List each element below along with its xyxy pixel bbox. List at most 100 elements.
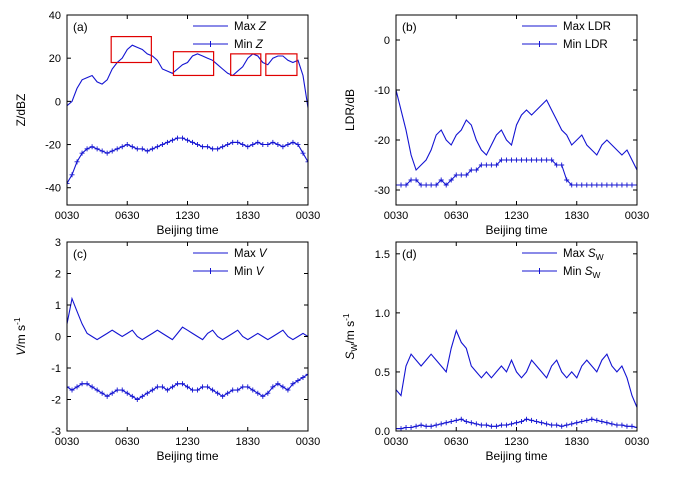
y-tick-label: 20 [49, 53, 61, 65]
panel-d: 0.0 0.5 1.0 1.5 0030 0630 1230 1830 0030 Beijing … [341, 241, 649, 463]
panel-a: -40 -20 0 20 40 0030 0630 1230 1830 0030 Beijing t… [14, 10, 320, 237]
x-tick-label: 1230 [504, 436, 528, 448]
series-marker-2 [609, 182, 615, 188]
series-marker-2 [84, 381, 90, 387]
series-marker-2 [69, 387, 75, 393]
legend-label-2: Min LDR [563, 39, 608, 51]
series-marker-2 [524, 157, 530, 163]
series-marker-2 [104, 150, 110, 156]
series-line-2 [396, 159, 637, 186]
legend-label-text: Min [234, 266, 256, 278]
legend-label-symbol: Z [258, 21, 267, 33]
series-marker-2 [423, 423, 429, 429]
y-tick-label: 0.5 [375, 367, 390, 379]
series-marker-2 [529, 417, 535, 423]
series-marker-2 [403, 182, 409, 188]
series-marker-2 [275, 142, 281, 148]
series-marker-2 [579, 182, 585, 188]
y-axis-label-superscript: -1 [12, 317, 22, 325]
legend-label-1: Max SW [563, 248, 604, 262]
x-axis-label: Beijing time [156, 449, 218, 463]
series-marker-2 [463, 419, 469, 425]
series-marker-2 [519, 157, 525, 163]
plot-data-layer [67, 44, 308, 186]
series-marker-2 [478, 422, 484, 428]
plot-frame [395, 241, 638, 432]
series-marker-2 [614, 182, 620, 188]
series-marker-2 [443, 182, 449, 188]
series-marker-2 [295, 378, 301, 384]
series-marker-2 [483, 422, 489, 428]
y-tick-label: 40 [49, 10, 61, 22]
series-marker-2 [488, 162, 494, 168]
x-tick-label: 0030 [55, 436, 79, 448]
x-tick-label: 0030 [296, 436, 320, 448]
series-marker-2 [539, 157, 545, 163]
series-marker-2 [438, 177, 444, 183]
series-line-1 [396, 89, 637, 172]
highlight-box-3 [230, 53, 262, 77]
legend-label-symbol: V [256, 266, 265, 278]
series-marker-2 [154, 384, 160, 390]
series-marker-2 [205, 144, 211, 150]
series-marker-2 [179, 135, 185, 141]
x-tick-label: 1830 [236, 210, 260, 222]
series-marker-2 [74, 384, 80, 390]
y-axis-label-symbol: S [343, 352, 357, 360]
series-marker-2 [529, 157, 535, 163]
series-marker-2 [250, 387, 256, 393]
panel-tag: (b) [402, 20, 417, 34]
series-marker-2 [629, 423, 635, 429]
panel-c: -3 -2 -1 0 1 2 3 0030 0630 1230 1830 0030 Beijing ti… [12, 237, 320, 463]
series-marker-2 [79, 381, 85, 387]
series-marker-2 [604, 182, 610, 188]
series-marker-2 [619, 422, 625, 428]
series-line-2 [67, 137, 308, 184]
series-marker-2 [265, 390, 271, 396]
series-marker-2 [144, 390, 150, 396]
y-tick-label: -1 [51, 363, 61, 375]
highlight-box-1 [110, 35, 152, 64]
panel-tag: (c) [73, 247, 87, 261]
series-marker-2 [190, 387, 196, 393]
series-marker-2 [225, 142, 231, 148]
series-marker-2 [79, 150, 85, 156]
series-marker-2 [519, 419, 525, 425]
series-marker-2 [478, 162, 484, 168]
series-marker-2 [624, 182, 630, 188]
legend-label-1: Max LDR [563, 21, 611, 33]
y-axis-label-subscript: W [349, 344, 359, 352]
series-marker-2 [260, 142, 266, 148]
series-marker-2 [124, 390, 130, 396]
x-tick-label: 0030 [625, 210, 649, 222]
series-marker-2 [235, 387, 241, 393]
legend-marker-2 [536, 268, 543, 274]
series-marker-2 [245, 384, 251, 390]
highlight-box-2 [172, 51, 215, 77]
series-marker-2 [174, 135, 180, 141]
y-tick-label: -30 [374, 185, 390, 197]
series-marker-2 [154, 144, 160, 150]
x-tick-label: 1230 [504, 210, 528, 222]
y-axis-label-superscript: -1 [341, 313, 351, 321]
series-marker-2 [524, 416, 530, 422]
x-tick-label: 0030 [384, 210, 408, 222]
x-tick-label: 1830 [236, 436, 260, 448]
series-marker-2 [599, 419, 605, 425]
series-marker-2 [185, 137, 190, 143]
series-marker-2 [448, 177, 454, 183]
series-marker-2 [240, 142, 246, 148]
series-marker-2 [448, 419, 454, 425]
y-tick-label: -3 [51, 426, 61, 438]
series-marker-2 [235, 139, 241, 145]
legend-label-text: Min [563, 266, 585, 278]
y-axis-label: V/m s-1 [12, 317, 28, 356]
panel-tag: (a) [73, 20, 88, 34]
series-marker-2 [428, 182, 434, 188]
series-marker-2 [200, 144, 206, 150]
series-marker-2 [185, 384, 190, 390]
legend-label-text: Max [234, 248, 259, 260]
y-axis-label-symbol: V [14, 347, 28, 356]
plot-data-layer [396, 89, 637, 188]
